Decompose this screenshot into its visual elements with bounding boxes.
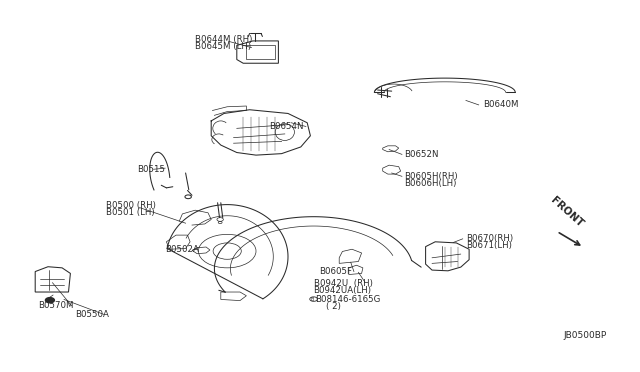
Text: B0671(LH): B0671(LH) — [466, 241, 512, 250]
Text: JB0500BP: JB0500BP — [563, 331, 607, 340]
Text: B0502A: B0502A — [165, 246, 199, 254]
Text: B0645M (LH): B0645M (LH) — [195, 42, 252, 51]
Text: B0652N: B0652N — [404, 150, 439, 159]
Text: ( 2): ( 2) — [326, 302, 341, 311]
Text: B0640M: B0640M — [483, 100, 518, 109]
Text: FRONT: FRONT — [549, 195, 586, 229]
Text: B0942UA(LH): B0942UA(LH) — [314, 286, 372, 295]
Text: B0605F: B0605F — [319, 267, 352, 276]
Text: B0942U  (RH): B0942U (RH) — [314, 279, 372, 288]
Text: B0670(RH): B0670(RH) — [466, 234, 513, 243]
Text: B0550A: B0550A — [76, 310, 109, 319]
Text: B0606H(LH): B0606H(LH) — [404, 179, 457, 187]
Text: B0570M: B0570M — [38, 301, 74, 310]
Text: B0501 (LH): B0501 (LH) — [106, 208, 154, 217]
Text: B0515: B0515 — [138, 165, 166, 174]
Text: B0605H(RH): B0605H(RH) — [404, 172, 458, 181]
Text: B08146-6165G: B08146-6165G — [315, 295, 380, 304]
Text: B0500 (RH): B0500 (RH) — [106, 201, 156, 210]
Text: B: B — [310, 296, 314, 302]
Text: B0654N: B0654N — [269, 122, 303, 131]
Circle shape — [45, 298, 54, 303]
Text: B0644M (RH): B0644M (RH) — [195, 35, 253, 44]
